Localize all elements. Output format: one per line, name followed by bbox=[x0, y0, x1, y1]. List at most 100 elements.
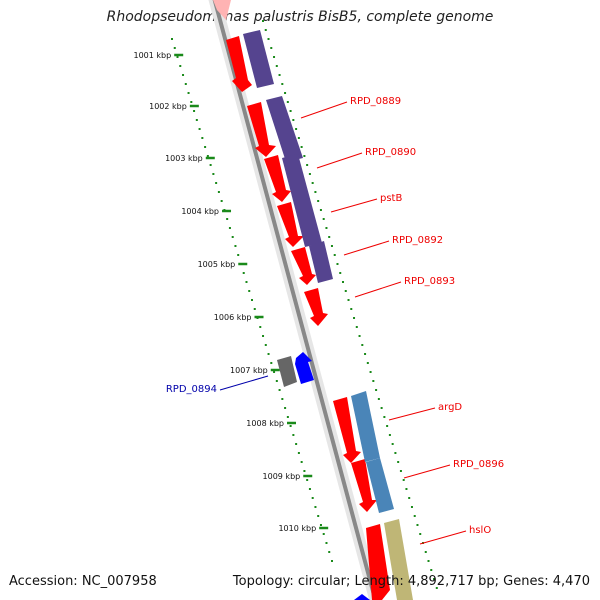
scale-dot bbox=[300, 461, 303, 463]
feature-dot bbox=[317, 200, 320, 202]
gene-label: RPD_0890 bbox=[365, 147, 416, 158]
scale-dot bbox=[217, 191, 220, 193]
scale-dots bbox=[171, 38, 333, 562]
feature-dot bbox=[353, 317, 356, 319]
scale-label: 1009 kbp bbox=[263, 472, 301, 481]
scale-label: 1003 kbp bbox=[165, 154, 203, 163]
scale-dot bbox=[190, 101, 193, 103]
steelblue-block bbox=[366, 458, 394, 513]
label-leader-line bbox=[388, 407, 436, 421]
gene-label: RPD_0894 bbox=[166, 384, 217, 395]
feature-dots bbox=[262, 20, 438, 589]
feature-dot bbox=[270, 47, 273, 49]
scale-dot bbox=[284, 407, 287, 409]
feature-dot bbox=[433, 578, 436, 580]
scale-dot bbox=[259, 326, 262, 328]
scale-dot bbox=[264, 344, 267, 346]
feature-dot bbox=[275, 65, 278, 67]
feature-dot bbox=[341, 281, 344, 283]
scale-dot bbox=[228, 227, 231, 229]
feature-dot bbox=[292, 119, 295, 121]
feature-dot bbox=[380, 407, 383, 409]
reverse-cds-arrow bbox=[295, 352, 314, 384]
scale-dot bbox=[182, 74, 185, 76]
feature-dot bbox=[284, 92, 287, 94]
scale-label: 1006 kbp bbox=[214, 313, 252, 322]
scale-dot bbox=[297, 452, 300, 454]
forward-cds-arrow bbox=[351, 459, 377, 512]
scale-dot bbox=[262, 335, 265, 337]
scale-label: 1005 kbp bbox=[198, 260, 236, 269]
feature-dot bbox=[325, 227, 328, 229]
feature-dot bbox=[377, 398, 380, 400]
feature-dot bbox=[427, 560, 430, 562]
scale-dot bbox=[201, 137, 204, 139]
feature-dot bbox=[314, 191, 317, 193]
feature-dot bbox=[408, 497, 411, 499]
label-leader-line bbox=[300, 101, 348, 119]
feature-dot bbox=[399, 470, 402, 472]
scale-dot bbox=[292, 434, 295, 436]
feature-dot bbox=[416, 524, 419, 526]
scale-dot bbox=[325, 542, 328, 544]
scale-dot bbox=[198, 128, 201, 130]
feature-dot bbox=[430, 569, 433, 571]
label-leader-line bbox=[354, 281, 402, 298]
feature-dot bbox=[364, 353, 367, 355]
genome-title: Rhodopseudomonas palustris BisB5, comple… bbox=[106, 9, 494, 25]
scale-dot bbox=[295, 443, 298, 445]
forward-cds-arrow bbox=[366, 524, 390, 600]
feature-dot bbox=[308, 173, 311, 175]
features bbox=[213, 0, 413, 600]
feature-dot bbox=[281, 83, 284, 85]
scale-dot bbox=[253, 308, 256, 310]
scale-dot bbox=[179, 65, 182, 67]
scale-label: 1010 kbp bbox=[278, 524, 316, 533]
gene-label: RPD_0896 bbox=[453, 459, 504, 470]
scale-dot bbox=[306, 479, 309, 481]
feature-dot bbox=[344, 290, 347, 292]
scale-dot bbox=[317, 515, 320, 517]
scale-dot bbox=[328, 551, 331, 553]
scale-dot bbox=[281, 398, 284, 400]
scale-dot bbox=[212, 173, 215, 175]
scale-dot bbox=[193, 110, 196, 112]
feature-dot bbox=[383, 416, 386, 418]
label-leader-line bbox=[403, 464, 451, 479]
feature-dot bbox=[297, 137, 300, 139]
scale-dot bbox=[187, 92, 190, 94]
scale-dot bbox=[204, 146, 207, 148]
forward-cds-arrow bbox=[333, 397, 361, 463]
feature-dot bbox=[358, 335, 361, 337]
scale-dot bbox=[278, 389, 281, 391]
gene-label: RPD_0889 bbox=[350, 96, 401, 107]
scale-dot bbox=[206, 155, 209, 157]
gray-block bbox=[277, 356, 297, 387]
feature-dot bbox=[405, 488, 408, 490]
scale-label: 1001 kbp bbox=[134, 51, 172, 60]
scale-dot bbox=[303, 470, 306, 472]
scale-dot bbox=[275, 380, 278, 382]
feature-dot bbox=[366, 362, 369, 364]
feature-dot bbox=[264, 29, 267, 31]
gene-label: RPD_0892 bbox=[392, 235, 443, 246]
scale-dot bbox=[173, 47, 176, 49]
feature-dot bbox=[355, 326, 358, 328]
gene-labels: RPD_0889 RPD_0890 pstB RPD_0892 RPD_0893 RPD_… bbox=[166, 96, 504, 536]
feature-dot bbox=[336, 263, 339, 265]
scale-dot bbox=[330, 560, 333, 562]
feature-dot bbox=[361, 344, 364, 346]
feature-dot bbox=[435, 587, 438, 589]
scale-label: 1007 kbp bbox=[230, 366, 268, 375]
label-leader-line bbox=[219, 375, 269, 391]
scale-dot bbox=[231, 236, 234, 238]
forward-cds-arrow bbox=[277, 202, 304, 247]
feature-dot bbox=[311, 182, 314, 184]
feature-dot bbox=[273, 56, 276, 58]
forward-cds-arrow bbox=[264, 155, 291, 202]
purple-block bbox=[309, 241, 333, 283]
scale-dot bbox=[314, 506, 317, 508]
feature-dot bbox=[278, 74, 281, 76]
feature-dot bbox=[322, 218, 325, 220]
